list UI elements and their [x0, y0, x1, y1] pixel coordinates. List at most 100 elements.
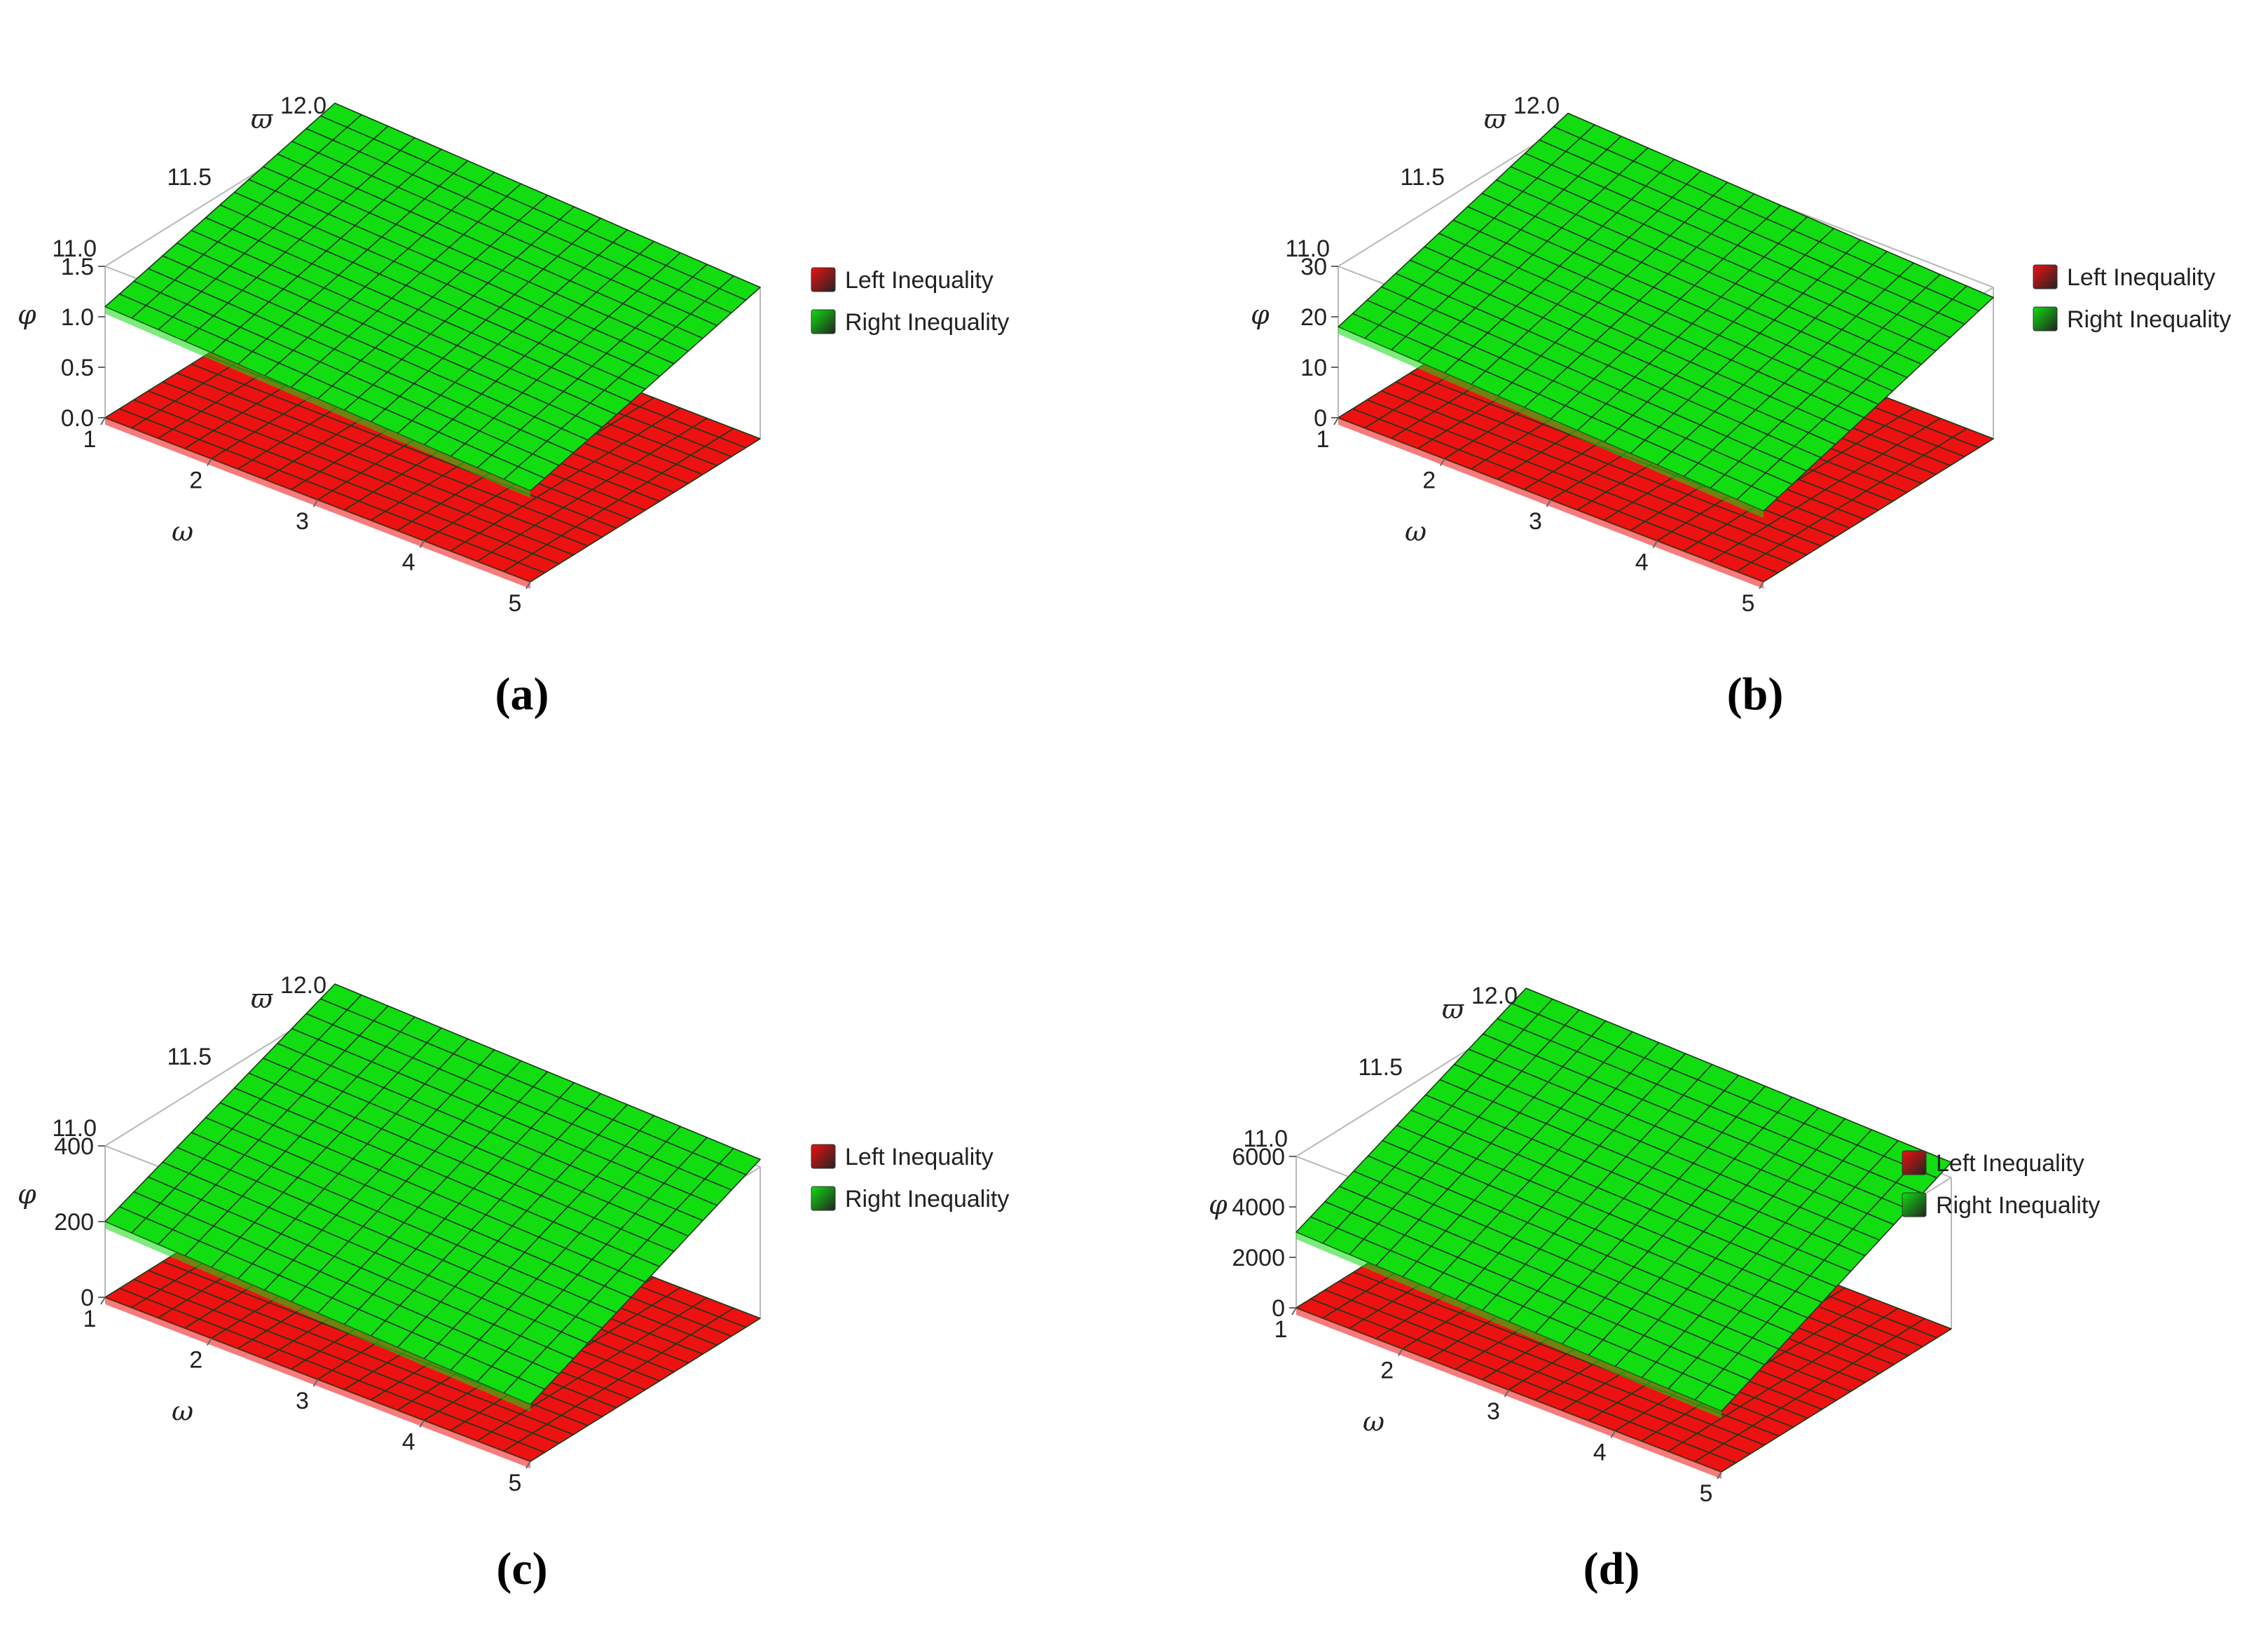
x-tick-label: 3: [1529, 508, 1542, 535]
legend-label: Left Inequality: [845, 1144, 994, 1170]
legend-c: Left Inequality Right Inequality: [811, 1144, 1009, 1212]
z-tick-label: 0: [1314, 405, 1327, 432]
z-tick-label: 0: [81, 1285, 94, 1311]
surface-right-inequality: [1338, 112, 1994, 519]
surface-cell: [1694, 1384, 1737, 1412]
x-tick: [206, 1337, 212, 1346]
x-tick-label: 1: [1317, 426, 1330, 453]
x-tick-label: 3: [296, 508, 309, 535]
y-tick-label: 11.5: [167, 1044, 212, 1070]
y-tick-label: 11.5: [167, 164, 212, 191]
x-tick: [100, 1297, 106, 1305]
x-tick-label: 4: [1593, 1440, 1607, 1466]
z-axis-label: φ: [1251, 299, 1270, 330]
y-tick-label: 11.0: [52, 235, 97, 262]
x-tick: [1333, 417, 1339, 425]
surface-cell: [503, 1377, 546, 1405]
x-tick-label: 5: [509, 1470, 522, 1496]
y-tick-label: 11.5: [1358, 1054, 1403, 1081]
chart-panel-c: 1 2 3 4 5 ω 11.0 11.5 12.0 ϖ 0 200 400 φ Left Inequali…: [18, 972, 1009, 1594]
chart-panel-b: 1 2 3 4 5 ω 11.0 11.5 12.0 ϖ 0 10 20 30 φ Left Inequali…: [1251, 93, 2231, 720]
surface-edge: [1296, 1308, 1721, 1479]
z-tick-label: 1.5: [61, 254, 94, 280]
x-tick: [1610, 1430, 1616, 1439]
z-tick-label: 6000: [1232, 1144, 1285, 1170]
x-tick: [419, 540, 425, 549]
chart-panel-a: 1 2 3 4 5 ω 11.0 11.5 12.0 ϖ 0.0 0.5 1.0 1.5 φ Left Ine…: [18, 93, 1009, 720]
legend-label: Left Inequality: [845, 267, 994, 294]
x-tick-label: 2: [189, 1347, 202, 1374]
x-tick: [100, 417, 106, 425]
y-axis-label: ϖ: [1442, 994, 1464, 1025]
x-tick-label: 3: [1487, 1398, 1500, 1425]
legend-swatch-right: [1902, 1192, 1927, 1217]
surface-right-inequality: [104, 102, 761, 498]
surface-edge: [1338, 327, 1764, 519]
legend-label: Right Inequality: [1936, 1192, 2100, 1219]
legend-swatch-left: [811, 267, 836, 292]
x-tick-label: 4: [1635, 549, 1649, 576]
x-tick: [1652, 540, 1658, 549]
x-tick: [312, 1379, 319, 1387]
x-tick: [1397, 1348, 1403, 1357]
legend-d: Left Inequality Right Inequality: [1902, 1150, 2100, 1219]
z-tick-label: 10: [1300, 355, 1327, 381]
surface-edge: [105, 1222, 530, 1412]
z-axis-label: φ: [1209, 1189, 1228, 1220]
x-tick: [1504, 1389, 1510, 1398]
legend-a: Left Inequality Right Inequality: [811, 267, 1009, 336]
x-tick: [1717, 1471, 1722, 1480]
panel-caption: (c): [496, 1543, 547, 1594]
x-tick: [525, 1461, 531, 1469]
z-tick-label: 200: [54, 1209, 94, 1236]
surface-edge: [105, 418, 530, 589]
x-tick: [312, 499, 319, 507]
x-tick-label: 2: [1380, 1358, 1394, 1384]
legend-label: Left Inequality: [1936, 1150, 2084, 1177]
z-tick-label: 30: [1300, 254, 1327, 280]
y-axis-label: ϖ: [251, 104, 273, 135]
y-tick-label: 11.0: [52, 1115, 97, 1142]
x-tick-label: 5: [1700, 1480, 1713, 1507]
z-axis-label: φ: [18, 299, 36, 330]
y-tick-label: 12.0: [1471, 983, 1518, 1009]
x-tick-label: 5: [509, 590, 522, 617]
legend-b: Left Inequality Right Inequality: [2033, 264, 2231, 333]
z-tick-label: 0: [1272, 1295, 1285, 1322]
legend-swatch-right: [811, 1186, 836, 1211]
surface-edge: [1338, 418, 1764, 589]
legend-swatch-left: [1902, 1150, 1927, 1175]
x-tick-label: 1: [83, 426, 97, 453]
x-tick-label: 4: [402, 549, 415, 576]
x-tick: [1759, 581, 1764, 589]
legend-swatch-left: [811, 1144, 836, 1169]
panel-caption: (b): [1727, 669, 1784, 720]
surface-right-inequality: [104, 983, 761, 1412]
z-tick-label: 400: [54, 1133, 94, 1160]
x-axis-label: ω: [1405, 517, 1427, 547]
x-axis-label: ω: [1363, 1407, 1384, 1437]
y-tick-label: 11.0: [1243, 1126, 1288, 1152]
y-tick-label: 12.0: [280, 93, 327, 119]
panel-caption: (a): [495, 669, 549, 720]
x-tick-label: 5: [1742, 590, 1755, 617]
surface-right-inequality: [1295, 988, 1952, 1419]
x-axis-label: ω: [172, 1396, 193, 1427]
z-tick-label: 0.5: [61, 355, 94, 381]
box-edge: [1338, 123, 1569, 267]
surface-edge: [105, 1297, 530, 1468]
z-axis-label: φ: [18, 1179, 36, 1210]
x-tick: [1439, 458, 1445, 467]
x-tick-label: 1: [1274, 1316, 1288, 1343]
y-axis-label: ϖ: [1484, 104, 1506, 135]
z-tick-label: 1.0: [61, 304, 94, 331]
y-tick-label: 12.0: [280, 972, 327, 999]
legend-label: Right Inequality: [845, 309, 1009, 336]
x-tick-label: 4: [402, 1429, 415, 1456]
legend-label: Left Inequality: [2067, 264, 2215, 291]
z-tick-label: 4000: [1232, 1194, 1285, 1221]
z-tick-label: 2000: [1232, 1245, 1285, 1271]
x-tick-label: 2: [189, 467, 202, 494]
